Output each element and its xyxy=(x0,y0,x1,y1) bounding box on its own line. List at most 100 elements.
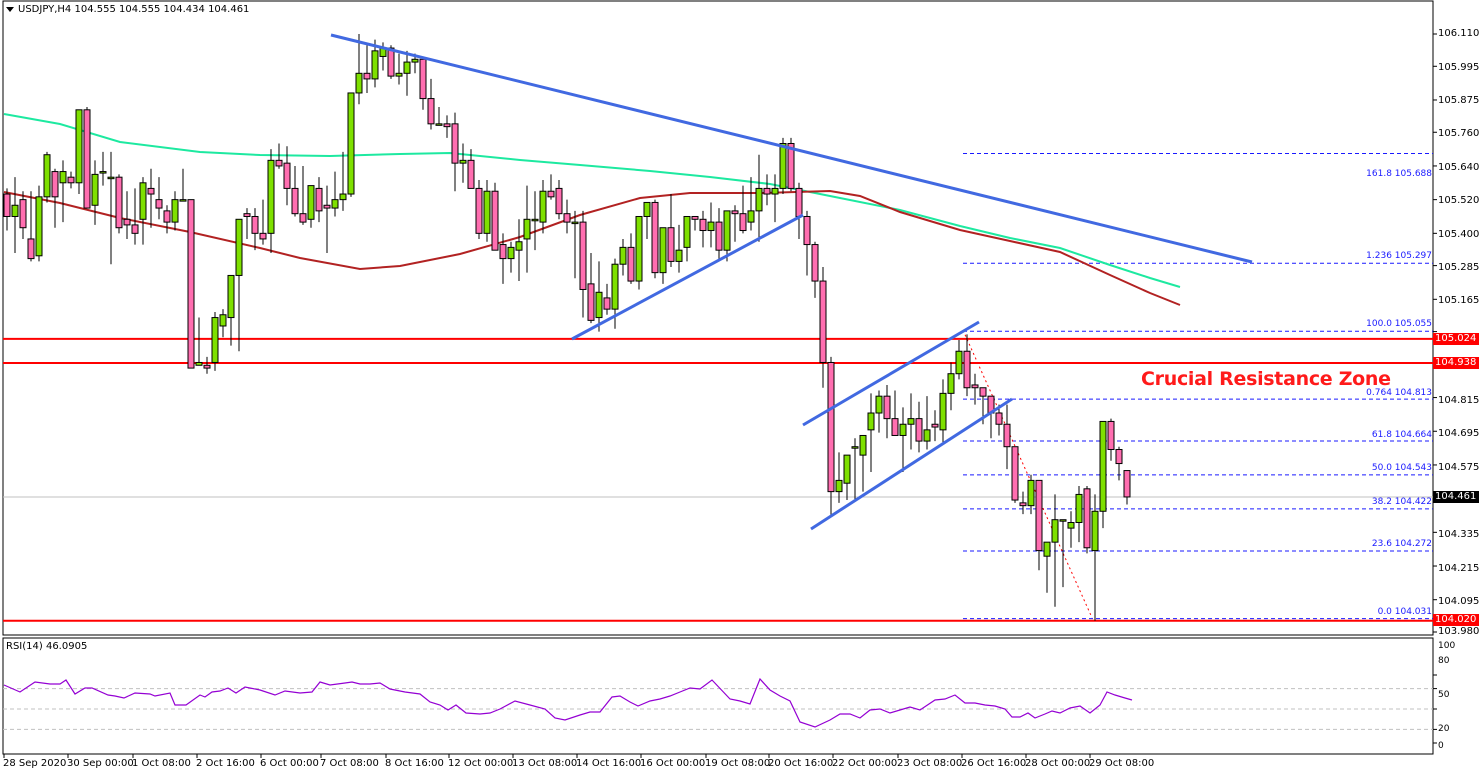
bearish-candle xyxy=(275,159,283,167)
bullish-candle xyxy=(11,204,19,217)
time-label: 1 Oct 08:00 xyxy=(132,758,191,769)
bullish-candle xyxy=(755,187,763,212)
time-label: 2 Oct 16:00 xyxy=(196,758,255,769)
bearish-candle xyxy=(427,98,435,125)
time-label: 29 Oct 08:00 xyxy=(1089,758,1155,769)
bearish-candle xyxy=(283,162,291,189)
bullish-candle xyxy=(707,221,715,232)
fib-label-50: 50.0 104.543 xyxy=(1371,463,1432,473)
bullish-candle xyxy=(59,171,67,184)
bullish-candle xyxy=(1043,541,1051,557)
bearish-candle xyxy=(251,215,259,234)
time-label: 28 Oct 00:00 xyxy=(1025,758,1091,769)
bullish-candle xyxy=(347,92,355,195)
bearish-candle xyxy=(1011,446,1019,501)
bullish-candle xyxy=(859,434,867,456)
bearish-candle xyxy=(499,244,507,260)
bullish-candle xyxy=(619,246,627,265)
bullish-candle xyxy=(947,373,955,394)
bearish-candle xyxy=(795,187,803,217)
bearish-candle xyxy=(1003,423,1011,448)
bearish-candle xyxy=(731,210,739,215)
bullish-candle xyxy=(867,412,875,431)
bearish-candle xyxy=(963,350,971,389)
bullish-candle xyxy=(851,446,859,449)
bullish-candle xyxy=(411,58,419,63)
fib-label-161-8: 161.8 105.688 xyxy=(1366,169,1432,179)
rising-channel-support xyxy=(571,213,804,341)
bullish-candle xyxy=(1051,519,1059,543)
bearish-candle xyxy=(363,72,371,80)
bullish-candle xyxy=(195,361,203,366)
price-tick: 105.520 xyxy=(1438,195,1480,206)
chart-title: USDJPY,H4 104.555 104.555 104.434 104.46… xyxy=(6,4,249,15)
bearish-candle xyxy=(259,232,267,240)
bullish-candle xyxy=(835,479,843,493)
bullish-candle xyxy=(355,72,363,94)
price-tick: 105.400 xyxy=(1438,229,1480,240)
descending-trendline xyxy=(330,33,1253,264)
dropdown-triangle-icon[interactable] xyxy=(6,6,14,12)
bullish-candle xyxy=(107,176,115,180)
time-label: 26 Oct 16:00 xyxy=(961,758,1027,769)
price-tick: 104.575 xyxy=(1438,462,1480,473)
price-tick: 104.815 xyxy=(1438,395,1480,406)
bearish-candle xyxy=(451,123,459,164)
bullish-candle xyxy=(267,159,275,234)
bullish-candle xyxy=(843,454,851,484)
bullish-candle xyxy=(595,291,603,319)
bullish-candle xyxy=(1059,519,1067,522)
bullish-candle xyxy=(403,61,411,74)
fib-label-0-764: 0.764 104.813 xyxy=(1366,388,1432,398)
bearish-candle xyxy=(931,423,939,428)
fib-anchor-line xyxy=(962,329,1093,618)
price-tick: 105.760 xyxy=(1438,128,1480,139)
bearish-candle xyxy=(323,204,331,209)
price-tick: 104.695 xyxy=(1438,428,1480,439)
bearish-candle xyxy=(131,224,139,234)
bearish-candle xyxy=(547,190,555,198)
bearish-candle xyxy=(827,361,835,493)
time-label: 22 Oct 00:00 xyxy=(832,758,898,769)
bearish-candle xyxy=(443,123,451,128)
bearish-candle xyxy=(691,215,699,220)
bullish-candle xyxy=(43,154,51,198)
bearish-candle xyxy=(1019,502,1027,507)
bullish-candle xyxy=(531,218,539,222)
bearish-candle xyxy=(555,187,563,215)
time-label: 20 Oct 16:00 xyxy=(768,758,834,769)
bullish-candle xyxy=(955,350,963,375)
bearish-candle xyxy=(883,395,891,420)
time-label: 8 Oct 16:00 xyxy=(385,758,444,769)
bullish-candle xyxy=(747,210,755,223)
bullish-candle xyxy=(683,215,691,248)
current-price-tag: 104.461 xyxy=(1433,491,1479,503)
bearish-candle xyxy=(1115,449,1123,465)
bearish-candle xyxy=(819,280,827,363)
price-tick: 106.110 xyxy=(1438,28,1480,39)
price-tick: 105.875 xyxy=(1438,95,1480,106)
bearish-candle xyxy=(763,187,771,195)
bearish-candle xyxy=(699,218,707,232)
bearish-candle xyxy=(667,227,675,262)
symbol-ohlc-text: USDJPY,H4 104.555 104.555 104.434 104.46… xyxy=(18,4,250,15)
bearish-candle xyxy=(147,187,155,195)
bearish-candle xyxy=(979,387,987,397)
bearish-candle xyxy=(83,109,91,209)
bearish-candle xyxy=(27,238,35,260)
bearish-candle xyxy=(51,171,59,198)
bullish-candle xyxy=(395,72,403,77)
rsi-panel-frame xyxy=(2,637,1434,755)
price-tick: 104.215 xyxy=(1438,563,1480,574)
bearish-candle xyxy=(1083,488,1091,549)
time-label: 23 Oct 08:00 xyxy=(897,758,963,769)
rsi-tick: 20 xyxy=(1438,724,1450,734)
bearish-candle xyxy=(995,412,1003,425)
price-tick: 105.285 xyxy=(1438,262,1480,273)
fib-label-100: 100.0 105.055 xyxy=(1366,319,1432,329)
bullish-candle xyxy=(659,227,667,274)
bullish-candle xyxy=(1027,479,1035,507)
fib-label-23-6: 23.6 104.272 xyxy=(1371,539,1432,549)
